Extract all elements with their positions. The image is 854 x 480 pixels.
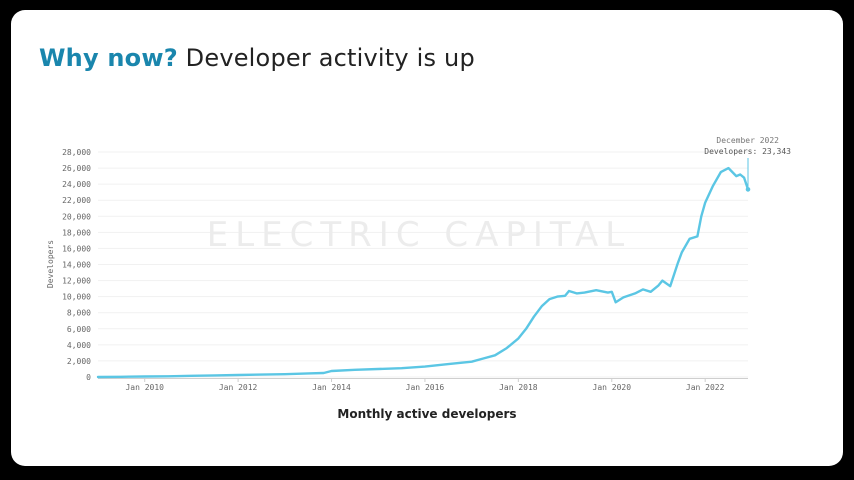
x-tick-label: Jan 2014: [312, 383, 351, 392]
y-tick-label: 22,000: [62, 196, 91, 205]
y-tick-label: 10,000: [62, 293, 91, 302]
x-tick-label: Jan 2010: [125, 383, 164, 392]
title-rest: Developer activity is up: [185, 44, 475, 72]
x-tick-label: Jan 2018: [499, 383, 538, 392]
y-tick-label: 24,000: [62, 180, 91, 189]
y-tick-label: 8,000: [67, 309, 91, 318]
y-axis-label: Developers: [46, 240, 55, 288]
x-tick-label: Jan 2016: [406, 383, 445, 392]
y-tick-label: 4,000: [67, 341, 91, 350]
annotation-date: December 2022: [716, 136, 779, 145]
y-tick-label: 26,000: [62, 164, 91, 173]
series-line-developers: [96, 166, 750, 379]
slide: Why now? Developer activity is up ELECTR…: [11, 10, 843, 466]
y-axis-ticks: 0 2,000 4,000 6,000 8,000 10,000 12,000 14,000 1…: [62, 148, 91, 382]
y-tick-label: 28,000: [62, 148, 91, 157]
x-tick-label: Jan 2020: [593, 383, 632, 392]
chart-caption: Monthly active developers: [337, 407, 517, 421]
chart-gridlines: [98, 151, 748, 378]
end-point-marker: [745, 187, 751, 192]
y-tick-label: 14,000: [62, 261, 91, 270]
y-tick-label: 16,000: [62, 244, 91, 253]
y-tick-label: 20,000: [62, 212, 91, 221]
x-tick-label: Jan 2012: [219, 383, 258, 392]
annotation-value: Developers: 23,343: [704, 147, 791, 156]
x-tick-label: Jan 2022: [686, 383, 725, 392]
y-tick-label: 2,000: [67, 357, 91, 366]
title-accent: Why now?: [39, 44, 178, 72]
x-axis-ticks: Jan 2010 Jan 2012 Jan 2014 Jan 2016 Jan 2018…: [125, 378, 725, 392]
slide-title: Why now? Developer activity is up: [39, 44, 475, 72]
y-tick-label: 0: [86, 373, 91, 382]
y-tick-label: 6,000: [67, 325, 91, 334]
y-tick-label: 12,000: [62, 277, 91, 286]
y-tick-label: 18,000: [62, 228, 91, 237]
watermark: ELECTRIC CAPITAL: [207, 215, 631, 255]
developer-activity-chart: ELECTRIC CAPITAL 0 2,000 4,000 6,000 8,000 10…: [46, 136, 791, 392]
